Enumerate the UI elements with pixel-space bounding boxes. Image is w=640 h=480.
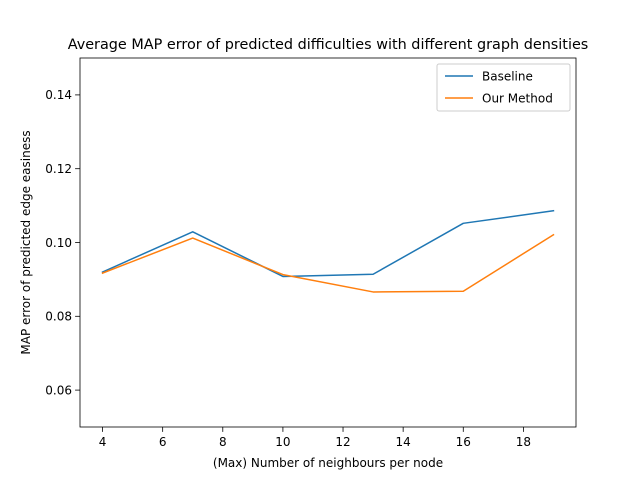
x-tick-label: 8 [219, 435, 227, 449]
series-line-baseline [101, 209, 555, 278]
x-tick-label: 18 [516, 435, 531, 449]
x-axis: 4 6 8 10 12 14 16 18 [99, 427, 531, 449]
legend-label: Baseline [482, 69, 533, 83]
y-tick-label: 0.06 [45, 383, 72, 397]
y-axis: 0.06 0.08 0.10 0.12 0.14 [45, 88, 80, 397]
x-tick-label: 16 [456, 435, 471, 449]
x-tick-label: 6 [159, 435, 167, 449]
x-tick-label: 10 [275, 435, 290, 449]
y-tick-label: 0.12 [45, 162, 72, 176]
x-tick-label: 14 [396, 435, 411, 449]
series-line-our-method [101, 233, 555, 293]
x-axis-label: (Max) Number of neighbours per node [213, 456, 443, 470]
legend: Baseline Our Method [436, 63, 571, 112]
legend-label: Our Method [482, 91, 553, 105]
chart-title: Average MAP error of predicted difficult… [68, 37, 589, 53]
y-tick-label: 0.08 [45, 310, 72, 324]
series-group [101, 209, 555, 293]
y-tick-label: 0.14 [45, 88, 72, 102]
y-tick-label: 0.10 [45, 236, 72, 250]
x-tick-label: 4 [99, 435, 107, 449]
y-axis-label: MAP error of predicted edge easiness [19, 130, 33, 354]
x-tick-label: 12 [335, 435, 350, 449]
